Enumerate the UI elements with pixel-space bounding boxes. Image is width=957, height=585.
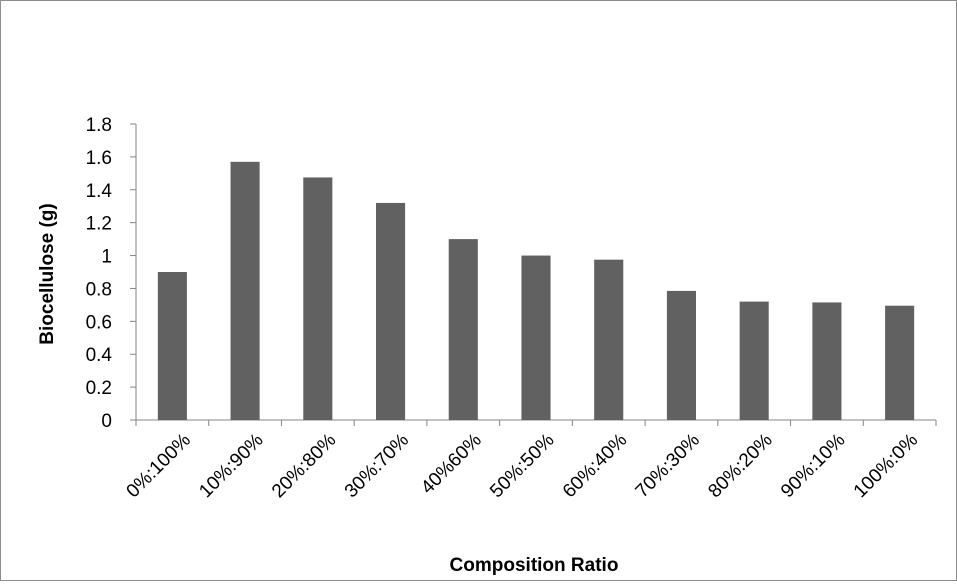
y-axis: 0 0.2 0.4 0.6 0.8 1 1.2 1.4 1.6 1.8 [86,115,137,432]
bar [812,302,842,420]
y-tick-label: 0.2 [86,378,112,399]
bar [666,290,696,420]
x-tick-label: 30%:70% [341,430,413,502]
x-tick-label: 10%:90% [195,430,267,502]
bar [157,272,187,420]
y-tick-label: 1.6 [86,148,112,169]
y-tick-label: 0 [101,411,112,432]
bar [521,255,551,420]
x-tick-label: 20%:80% [268,430,340,502]
y-tick-label: 1.4 [86,181,113,202]
x-tick-label: 80%:20% [704,430,776,502]
y-tick-label: 1 [101,247,112,268]
y-tick-label: 1.2 [86,214,112,235]
x-tick-label: 70%:30% [632,430,704,502]
x-axis-title: Composition Ratio [450,555,619,576]
y-tick-label: 0.6 [86,312,112,333]
x-tick-label: 0%:100% [123,430,195,502]
x-tick-label: 50%:50% [486,430,558,502]
bar [230,161,260,421]
x-tick-label: 90%:10% [777,430,849,502]
bar [376,202,406,420]
bar [885,305,915,420]
bar [303,177,333,420]
y-tick-label: 0.8 [86,279,112,300]
x-tick-label: 60%:40% [559,430,631,502]
x-axis: 0%:100% 10%:90% 20%:80% 30%:70% 40%60% 50%:50… [123,419,937,502]
bar [448,239,478,420]
bar [739,301,769,420]
bar-series [157,161,915,421]
x-tick-label: 100%:0% [850,430,922,502]
x-tick-label: 40%60% [417,430,486,499]
y-axis-title: Biocellulose (g) [37,203,58,344]
bar [594,259,624,420]
y-tick-label: 1.8 [86,115,112,136]
y-tick-label: 0.4 [86,345,113,366]
